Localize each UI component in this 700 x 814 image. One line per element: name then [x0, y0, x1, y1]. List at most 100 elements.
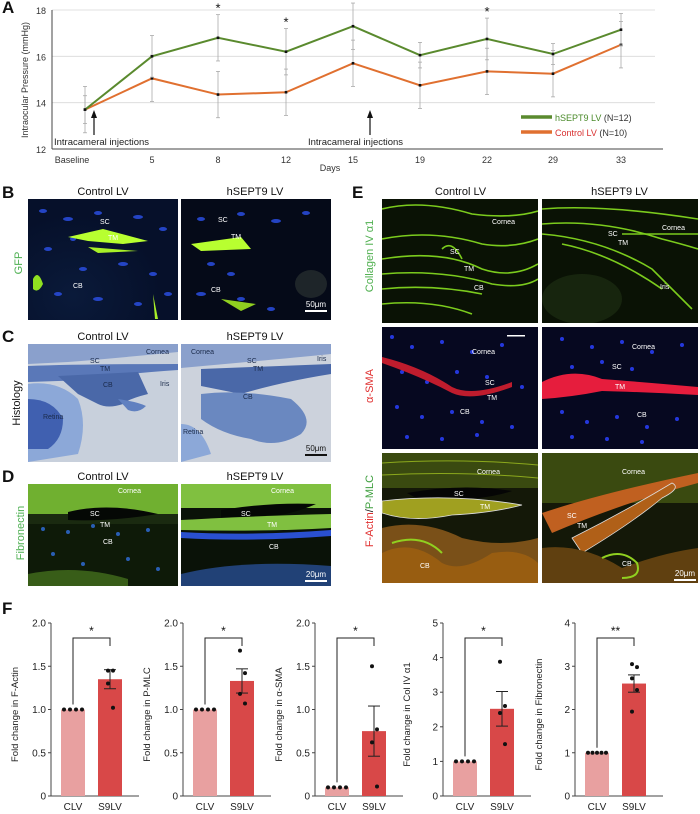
- e-col-control: Control LV: [434, 186, 487, 198]
- f-chart-3: 0 0.5 1.0 1.5 2.0 Fold change in α-SMA CLV S9LV…: [274, 619, 403, 813]
- f-ytick: 2.0: [32, 619, 46, 630]
- a-sig-star: *: [484, 4, 489, 19]
- a-ytick: 14: [36, 99, 46, 109]
- f-data-point: [635, 665, 639, 670]
- a-data-point: [351, 61, 355, 65]
- f-bar: [453, 761, 477, 796]
- f-ytick: 0: [40, 792, 46, 803]
- f-xtick: S9LV: [362, 802, 386, 813]
- f-ytick: 4: [432, 653, 438, 664]
- f-data-point: [503, 704, 507, 709]
- e-asma-control-label-cornea: Cornea: [472, 349, 495, 356]
- e-fa-control-label-cb: CB: [420, 563, 430, 570]
- f-data-point: [590, 750, 595, 755]
- e-fa-control-label-sc: SC: [454, 491, 464, 498]
- f-data-point: [472, 759, 476, 764]
- f-data-point: [74, 707, 78, 712]
- d-control-label-cb: CB: [103, 539, 113, 546]
- f-data-point: [595, 750, 599, 755]
- f-data-point: [80, 707, 84, 712]
- c-control-label-cornea: Cornea: [146, 349, 169, 356]
- e-fa-hsept9-label-sc: SC: [567, 513, 577, 520]
- a-data-point: [284, 50, 288, 53]
- d-control-label-tm: TM: [100, 522, 111, 529]
- e-label-sep: /: [364, 509, 376, 513]
- a-data-point: [418, 53, 422, 57]
- c-col-hsept9: hSEPT9 LV: [226, 331, 284, 343]
- f-sig-bracket: [72, 637, 111, 705]
- f-ytick: 3: [564, 662, 570, 673]
- f-data-point: [498, 710, 502, 715]
- f-ylabel: Fold change in F-Actin: [10, 667, 21, 762]
- f-ytick: 0: [304, 792, 310, 803]
- f-ytick: 1.0: [164, 705, 178, 716]
- f-data-point: [243, 701, 247, 706]
- d-image-hsept9: Cornea SC TM CB 20μm: [181, 484, 331, 586]
- b-hsept9-label-cb: CB: [211, 287, 221, 294]
- f-ytick: 0.5: [296, 748, 310, 759]
- d-control-label-cornea: Cornea: [118, 488, 141, 495]
- a-data-point: [83, 108, 87, 111]
- c-hsept9-label-tm: TM: [253, 366, 264, 373]
- f-data-point: [68, 707, 72, 712]
- f-chart-5: 0 1 2 3 4 Fold change in Fibronectin CLV S9LV **: [534, 619, 663, 813]
- a-xtick: 22: [482, 155, 492, 165]
- a-data-point: [284, 90, 288, 94]
- e-col-control-label-cb: CB: [474, 285, 484, 292]
- a-data-point: [216, 93, 220, 96]
- e-asma-hsept9: Cornea SC TM CB: [542, 327, 698, 449]
- f-ytick: 0.5: [164, 748, 178, 759]
- f-ytick: 2: [564, 705, 570, 716]
- f-data-point: [106, 681, 110, 686]
- f-sig-star: *: [353, 624, 358, 638]
- b-col-control: Control LV: [77, 186, 129, 198]
- a-ylabel: Intraocular Pressure (mmHg): [20, 22, 30, 138]
- f-sig-star: **: [611, 624, 621, 638]
- e-fa-hsept9-label-tm: TM: [577, 523, 588, 530]
- c-hsept9-label-sc: SC: [247, 358, 257, 365]
- b-control-label-cb: CB: [73, 283, 83, 290]
- c-control-label-sc: SC: [90, 358, 100, 365]
- f-ytick: 1.5: [296, 662, 310, 673]
- f-xtick: CLV: [196, 802, 215, 813]
- f-ytick: 5: [432, 619, 438, 630]
- f-data-point: [460, 759, 464, 764]
- e-col-control-label-sc: SC: [450, 249, 460, 256]
- a-legend-label: hSEPT9 LV (N=12): [555, 113, 632, 123]
- a-xtick: 8: [215, 155, 220, 165]
- f-bar: [230, 680, 254, 796]
- a-xtick: Baseline: [55, 155, 90, 165]
- a-data-point: [485, 70, 489, 73]
- f-ytick: 4: [564, 619, 570, 630]
- f-ytick: 1.5: [32, 662, 46, 673]
- f-ytick: 1.0: [32, 705, 46, 716]
- f-data-point: [344, 785, 348, 790]
- e-factin-hsept9: Cornea SC TM CB 20μm: [542, 453, 698, 583]
- f-bar: [98, 679, 122, 796]
- f-xtick: S9LV: [98, 802, 122, 813]
- e-col-hsept9-label-iris: Iris: [660, 284, 670, 291]
- e-asma-control-label-cb: CB: [460, 409, 470, 416]
- f-ytick: 0: [172, 792, 178, 803]
- f-xtick: CLV: [456, 802, 475, 813]
- a-data-point: [485, 37, 489, 41]
- f-xtick: S9LV: [490, 802, 514, 813]
- e-fa-hsept9-label-cb: CB: [622, 561, 632, 568]
- a-xtick: 29: [548, 155, 558, 165]
- iop-line-chart: 12 14 16 18 Baseline 5 8 12 15 19 22 29 33 Days Intrao…: [20, 0, 663, 173]
- a-annotation: Intracameral injections: [308, 137, 403, 148]
- f-data-point: [630, 662, 634, 667]
- f-data-point: [586, 750, 590, 755]
- e-scale-label: 20μm: [674, 569, 696, 578]
- d-col-control: Control LV: [77, 471, 129, 483]
- f-chart-2: 0 0.5 1.0 1.5 2.0 Fold change in P-MLC CLV S9LV…: [142, 619, 271, 813]
- a-sig-star: *: [350, 0, 355, 4]
- a-ytick: 16: [36, 52, 46, 62]
- a-legend-label: Control LV (N=10): [555, 128, 627, 138]
- d-hsept9-label-cb: CB: [269, 544, 279, 551]
- fold-change-bar-charts: 0 0.5 1.0 1.5 2.0 Fold change in F-Actin CLV S9…: [10, 619, 663, 813]
- f-ylabel: Fold change in Fibronectin: [534, 659, 545, 771]
- e-collagen-hsept9: Cornea SC TM Iris: [542, 199, 698, 323]
- a-ytick: 12: [36, 145, 46, 155]
- b-image-hsept9: SC TM CB 50μm: [181, 199, 331, 320]
